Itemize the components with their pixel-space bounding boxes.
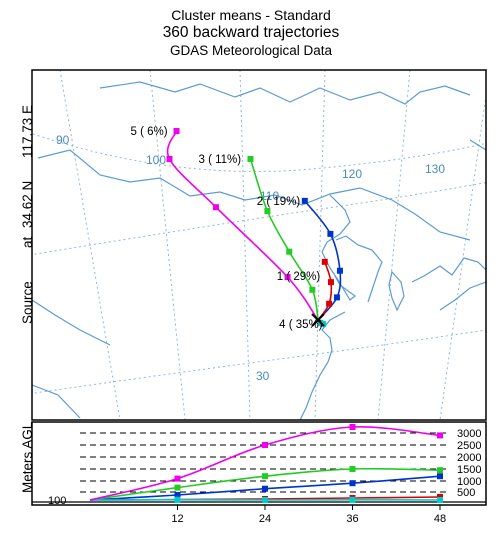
lon-label-100: 100 — [146, 153, 166, 167]
trajectory-point — [173, 128, 180, 135]
trajectory-point — [309, 286, 316, 293]
height-y-tick: 1500 — [457, 464, 481, 476]
height-y-tick: 500 — [457, 487, 475, 499]
lon-label-120: 120 — [342, 167, 362, 181]
height-series-point — [349, 496, 356, 503]
height-series-point — [174, 484, 181, 491]
trajectory-point — [284, 274, 291, 281]
trajectory-label: 5 ( 6%) — [131, 126, 168, 138]
trajectory-label: 2 ( 19%) — [257, 196, 301, 208]
height-series-4 — [89, 496, 443, 503]
height-series-point — [349, 466, 356, 472]
height-series-point — [349, 480, 356, 487]
map-graticule — [32, 70, 486, 420]
height-series-point — [174, 492, 181, 498]
map-frame — [31, 69, 487, 421]
trajectory-3: 3 ( 11%) — [199, 154, 319, 321]
height-y-tick: 2000 — [457, 452, 481, 464]
height-series-point — [262, 473, 268, 480]
height-y-tick: 3000 — [457, 428, 481, 440]
height-x-tick: 36 — [346, 513, 358, 525]
height-series-point — [262, 442, 268, 448]
height-x-tick-labels: 12 24 36 48 — [171, 505, 446, 525]
trajectory-point — [286, 248, 293, 255]
height-series-layer — [89, 424, 443, 503]
height-frame — [31, 421, 487, 506]
height-x-tick: 24 — [259, 513, 271, 525]
title-line-1: Cluster means - Standard — [171, 7, 331, 23]
height-series-2 — [89, 473, 443, 501]
height-series-point — [262, 485, 268, 492]
trajectory-label: 3 ( 11%) — [199, 154, 242, 166]
title-line-2: 360 backward trajectories — [162, 24, 340, 41]
source-marker — [311, 313, 325, 327]
height-base-tick: 100 — [48, 495, 66, 507]
trajectory-label: 4 ( 35%) — [279, 319, 323, 331]
height-series-point — [349, 424, 356, 430]
lon-label-130: 130 — [425, 162, 445, 176]
trajectory-point — [327, 279, 334, 286]
height-y-tick: 2500 — [457, 440, 481, 452]
trajectory-point — [212, 204, 219, 211]
trajectory-point — [321, 258, 328, 265]
height-x-tick: 12 — [171, 513, 183, 525]
height-series-point — [262, 497, 268, 503]
lon-label-90: 90 — [56, 133, 70, 147]
trajectory-point — [247, 155, 254, 162]
title-line-3: GDAS Meteorological Data — [169, 43, 333, 58]
trajectory-point — [326, 300, 333, 307]
trajectory-point — [333, 294, 340, 301]
trajectory-5: 5 ( 6%) — [131, 126, 319, 321]
trajectory-point — [327, 230, 334, 237]
map-coastline — [32, 81, 486, 420]
height-x-tick: 48 — [434, 513, 446, 525]
trajectory-label: 1 ( 29%) — [277, 271, 321, 283]
height-series-5 — [89, 424, 443, 501]
height-y-tick: 1000 — [457, 476, 481, 488]
height-series-3 — [89, 466, 443, 501]
height-series-point — [437, 473, 443, 480]
trajectory-1: 1 ( 29%) — [277, 258, 334, 321]
height-gridlines — [32, 432, 486, 503]
trajectory-point — [301, 197, 308, 204]
lat-label-30: 30 — [256, 369, 270, 383]
trajectory-point — [166, 155, 173, 162]
trajectory-point — [264, 208, 271, 215]
map-panel: 90 100 110 120 130 30 5 ( 6%) 3 ( 11%) 2 (… — [31, 69, 487, 421]
trajectory-line — [166, 130, 319, 321]
height-series-point — [174, 496, 181, 503]
height-series-point — [174, 475, 181, 482]
trajectory-layer: 5 ( 6%) 3 ( 11%) 2 ( 19%) 1 ( 29%) 4 ( 35%) — [131, 126, 343, 331]
trajectory-line — [317, 261, 333, 321]
trajectory-point — [336, 267, 343, 274]
height-series-point — [437, 432, 443, 439]
trajectory-line — [249, 158, 319, 321]
lon-label-110: 110 — [260, 189, 279, 203]
height-series-point — [437, 467, 443, 474]
height-series-point — [437, 497, 443, 503]
map-lon-labels: 90 100 110 120 130 30 — [56, 133, 445, 383]
